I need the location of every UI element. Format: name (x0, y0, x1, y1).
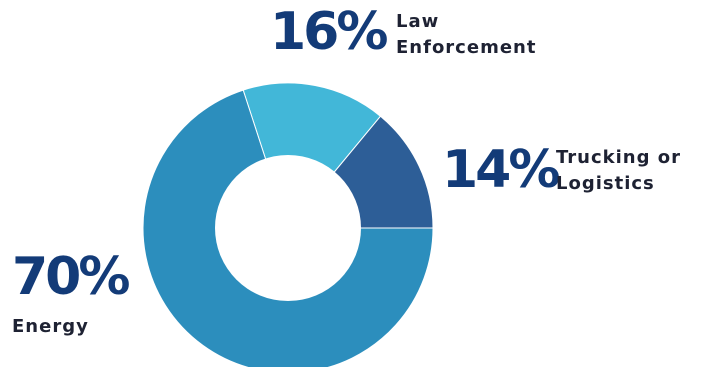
energy-label: Energy (12, 314, 89, 340)
law-enforcement-label-line-1: Law (396, 11, 440, 32)
energy-label-line-1: Energy (12, 316, 89, 337)
law-enforcement-percent: 16% (270, 2, 388, 62)
law-enforcement-label-line-2: Enforcement (396, 37, 537, 58)
trucking-logistics-label-line-2: Logistics (556, 173, 655, 194)
trucking-logistics-percent: 14% (442, 140, 560, 200)
donut-hole (215, 155, 361, 301)
energy-percent: 70% (12, 247, 130, 307)
trucking-logistics-label: Trucking or Logistics (556, 145, 681, 197)
law-enforcement-label: Law Enforcement (396, 9, 536, 61)
trucking-logistics-label-line-1: Trucking or (556, 147, 682, 168)
